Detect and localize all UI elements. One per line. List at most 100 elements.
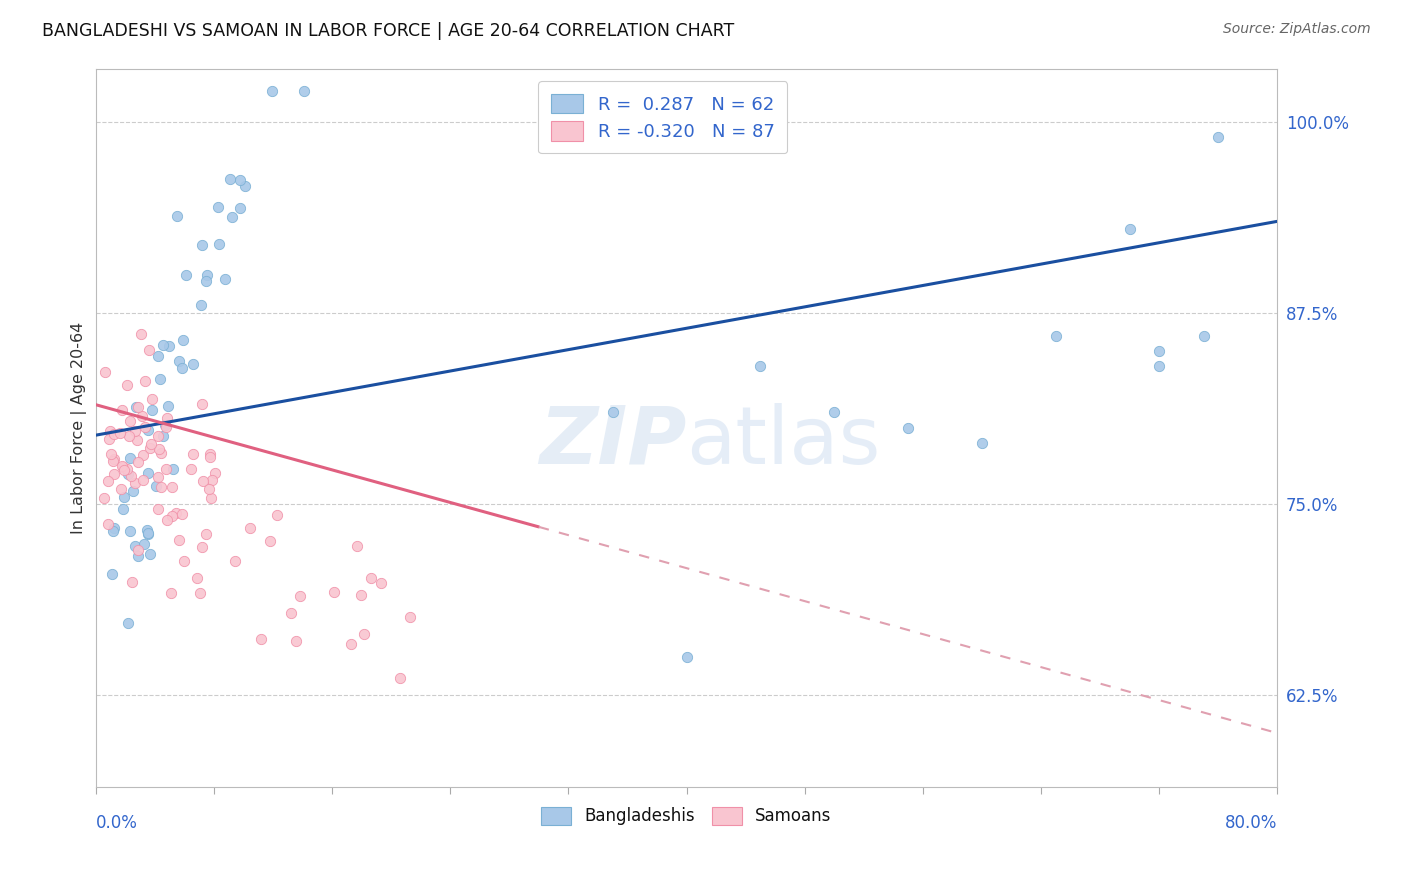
Point bbox=[292, 85, 315, 99]
Point bbox=[129, 327, 152, 342]
Point bbox=[121, 575, 143, 590]
Point bbox=[124, 475, 146, 490]
Point bbox=[190, 298, 212, 312]
Point bbox=[148, 502, 170, 516]
Point bbox=[148, 442, 170, 457]
Point bbox=[155, 420, 177, 434]
Point bbox=[229, 173, 252, 187]
Point bbox=[160, 585, 183, 599]
Point bbox=[117, 462, 139, 476]
Point bbox=[136, 526, 159, 541]
Point bbox=[117, 467, 139, 482]
Point bbox=[127, 549, 149, 563]
Point bbox=[1208, 130, 1230, 145]
Point bbox=[170, 360, 193, 375]
Point bbox=[136, 423, 159, 437]
Point bbox=[134, 374, 156, 388]
Point bbox=[186, 571, 208, 585]
Point bbox=[165, 506, 187, 520]
Point bbox=[349, 588, 371, 602]
Point bbox=[323, 585, 346, 599]
Point bbox=[198, 447, 221, 461]
Point bbox=[157, 339, 180, 353]
Point bbox=[145, 479, 167, 493]
Point bbox=[111, 459, 134, 474]
Point bbox=[195, 527, 218, 541]
Point bbox=[110, 483, 132, 497]
Point bbox=[124, 539, 146, 553]
Point bbox=[103, 427, 125, 442]
Point bbox=[124, 424, 146, 438]
Point bbox=[897, 420, 920, 434]
Point bbox=[103, 467, 125, 481]
Point bbox=[134, 420, 156, 434]
Point bbox=[141, 403, 163, 417]
Point bbox=[250, 632, 273, 647]
Point bbox=[288, 589, 311, 603]
Point bbox=[112, 460, 135, 475]
Point bbox=[198, 450, 221, 464]
Point bbox=[285, 634, 308, 648]
Point bbox=[198, 482, 221, 496]
Point bbox=[100, 447, 122, 461]
Point bbox=[156, 513, 179, 527]
Point bbox=[112, 490, 135, 504]
Point bbox=[221, 210, 243, 224]
Point bbox=[280, 606, 302, 620]
Point bbox=[112, 502, 135, 516]
Point bbox=[134, 537, 156, 551]
Point bbox=[118, 428, 141, 442]
Point bbox=[103, 521, 125, 535]
Point bbox=[127, 401, 149, 415]
Point bbox=[149, 480, 172, 494]
Point bbox=[200, 473, 222, 487]
Point bbox=[131, 409, 153, 424]
Point bbox=[675, 649, 697, 664]
Point bbox=[200, 491, 222, 506]
Point bbox=[97, 474, 120, 488]
Point bbox=[167, 533, 190, 547]
Point bbox=[262, 85, 284, 99]
Point bbox=[1045, 329, 1067, 343]
Point bbox=[233, 179, 256, 194]
Point bbox=[139, 548, 162, 562]
Text: Source: ZipAtlas.com: Source: ZipAtlas.com bbox=[1223, 22, 1371, 37]
Point bbox=[136, 526, 159, 541]
Point bbox=[214, 272, 236, 286]
Point bbox=[155, 462, 177, 476]
Point bbox=[823, 405, 845, 419]
Point bbox=[172, 507, 194, 521]
Point bbox=[118, 524, 141, 538]
Legend: Bangladeshis, Samoans: Bangladeshis, Samoans bbox=[534, 800, 838, 832]
Point bbox=[117, 377, 139, 392]
Point bbox=[190, 541, 212, 555]
Point bbox=[97, 517, 120, 532]
Point bbox=[266, 508, 288, 522]
Point bbox=[346, 539, 368, 553]
Point bbox=[146, 470, 169, 484]
Point bbox=[127, 543, 149, 558]
Point bbox=[259, 534, 281, 549]
Text: atlas: atlas bbox=[686, 403, 882, 481]
Point bbox=[157, 399, 180, 413]
Point bbox=[174, 268, 197, 282]
Point bbox=[149, 445, 172, 459]
Point bbox=[98, 424, 121, 438]
Point bbox=[398, 609, 420, 624]
Point bbox=[153, 417, 176, 432]
Point bbox=[112, 463, 135, 477]
Point bbox=[207, 237, 229, 252]
Point bbox=[970, 435, 993, 450]
Text: 0.0%: 0.0% bbox=[96, 814, 138, 832]
Point bbox=[149, 371, 172, 385]
Point bbox=[749, 359, 772, 374]
Text: 80.0%: 80.0% bbox=[1225, 814, 1278, 832]
Point bbox=[98, 433, 121, 447]
Point bbox=[353, 627, 375, 641]
Point bbox=[111, 402, 134, 417]
Point bbox=[1119, 222, 1142, 236]
Point bbox=[204, 466, 226, 480]
Point bbox=[146, 349, 169, 363]
Point bbox=[167, 353, 190, 368]
Point bbox=[602, 405, 624, 419]
